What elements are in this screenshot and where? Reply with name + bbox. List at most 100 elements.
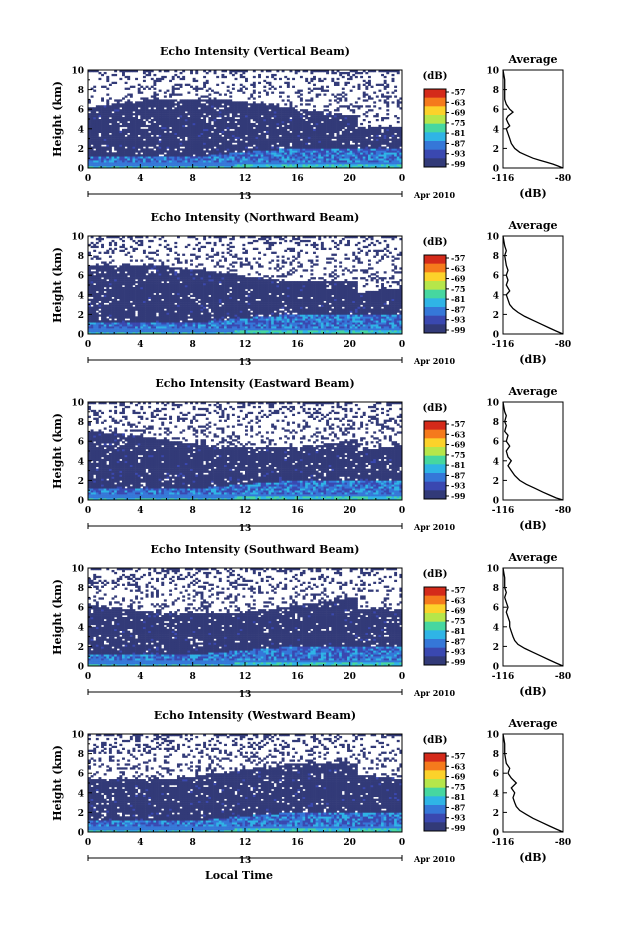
y-tick-label-4-4: 8 [78, 750, 84, 760]
colorbar-swatch-4-5 [424, 796, 446, 806]
panel-1: Echo Intensity (Northward Beam) 0 2 4 6 8 10 He… [51, 211, 571, 368]
avg-frame-0 [502, 69, 564, 169]
colorbar-tick-label-3-0: -57 [451, 585, 465, 595]
x-tick-label-2-4: 16 [291, 506, 304, 516]
avg-y-tick-label-2-1: 2 [493, 477, 499, 487]
colorbar-swatch-3-6 [424, 639, 446, 648]
colorbar-tick-label-1-7: -99 [451, 325, 466, 335]
y-tick-label-4-0: 0 [78, 829, 84, 839]
colorbar-swatch-0-8 [424, 158, 446, 168]
y-tick-label-4-5: 10 [71, 731, 84, 741]
y-tick-label-0-4: 8 [78, 86, 84, 96]
colorbar-swatch-1-4 [424, 289, 446, 299]
x-tick-label-1-4: 16 [291, 340, 304, 350]
avg-y-tick-label-3-0: 0 [493, 663, 499, 673]
colorbar-tick-label-0-6: -93 [451, 149, 466, 159]
colorbar-swatch-0-1 [424, 97, 446, 107]
y-tick-label-3-3: 6 [78, 604, 84, 614]
avg-x-label-1: (dB) [519, 353, 546, 366]
colorbar-swatch-1-2 [424, 272, 446, 282]
avg-y-tick-label-4-4: 8 [493, 750, 499, 760]
x-tick-label-4-3: 12 [239, 838, 252, 848]
y-tick-label-1-5: 10 [71, 233, 84, 243]
y-tick-label-0-5: 10 [71, 67, 84, 77]
colorbar-frame-4 [423, 752, 447, 832]
colorbar-swatch-1-3 [424, 281, 446, 290]
panel-title-2: Echo Intensity (Eastward Beam) [155, 377, 354, 390]
avg-x-tick-label-0-1: -80 [555, 174, 571, 184]
x-tick-label-2-0: 0 [85, 506, 91, 516]
x-tick-label-1-3: 12 [239, 340, 252, 350]
x-tick-label-0-6: 0 [399, 174, 405, 184]
x-tick-label-4-1: 4 [137, 838, 143, 848]
date-label-2: Apr 2010 [413, 522, 456, 532]
colorbar-swatch-2-5 [424, 464, 446, 474]
colorbar-tick-label-2-0: -57 [451, 419, 465, 429]
colorbar-frame-0 [423, 88, 447, 168]
avg-title-0: Average [507, 53, 557, 66]
colorbar-swatch-2-8 [424, 490, 446, 500]
colorbar-swatch-2-4 [424, 455, 446, 465]
colorbar-swatch-1-5 [424, 298, 446, 308]
colorbar-tick-label-1-6: -93 [451, 315, 466, 325]
avg-y-tick-label-4-2: 4 [493, 789, 499, 799]
y-tick-label-1-4: 8 [78, 252, 84, 262]
avg-y-tick-label-0-0: 0 [493, 165, 499, 175]
colorbar-swatch-3-5 [424, 630, 446, 640]
colorbar-title-3: (dB) [423, 569, 448, 580]
date-tick-label-0: 13 [239, 192, 252, 202]
colorbar-tick-label-3-2: -69 [451, 606, 466, 616]
avg-y-tick-label-1-3: 6 [493, 272, 499, 282]
avg-title-3: Average [507, 551, 557, 564]
avg-title-1: Average [507, 219, 557, 232]
colorbar-tick-label-3-7: -99 [451, 657, 466, 667]
colorbar-tick-label-4-4: -81 [451, 792, 465, 802]
colorbar-title-2: (dB) [423, 403, 448, 414]
colorbar-swatch-2-6 [424, 473, 446, 482]
panel-4: Echo Intensity (Westward Beam) 0 2 4 6 8 10 Hei… [51, 709, 571, 866]
date-tick-label-2: 13 [239, 524, 252, 534]
y-axis-label-3: Height (km) [51, 579, 64, 655]
date-label-3: Apr 2010 [413, 688, 456, 698]
y-tick-label-0-1: 2 [78, 145, 84, 155]
date-tick-label-3: 13 [239, 690, 252, 700]
x-tick-label-1-0: 0 [85, 340, 91, 350]
x-tick-label-2-6: 0 [399, 506, 405, 516]
colorbar-swatch-4-4 [424, 787, 446, 797]
avg-profile-line-1 [502, 235, 564, 335]
panel-title-1: Echo Intensity (Northward Beam) [151, 211, 360, 224]
colorbar-swatch-3-1 [424, 595, 446, 605]
avg-y-tick-label-1-1: 2 [493, 311, 499, 321]
x-tick-label-4-4: 16 [291, 838, 304, 848]
colorbar-tick-label-4-1: -63 [451, 761, 466, 771]
y-axis-label-2: Height (km) [51, 413, 64, 489]
avg-y-tick-label-3-1: 2 [493, 643, 499, 653]
x-tick-label-3-5: 20 [343, 672, 356, 682]
x-tick-label-4-5: 20 [343, 838, 356, 848]
avg-y-tick-label-2-4: 8 [493, 418, 499, 428]
x-tick-label-1-1: 4 [137, 340, 143, 350]
heatmap-0 [88, 70, 402, 168]
y-tick-label-2-5: 10 [71, 399, 84, 409]
colorbar-tick-label-3-1: -63 [451, 595, 466, 605]
colorbar-tick-label-4-0: -57 [451, 751, 465, 761]
y-axis-label-0: Height (km) [51, 81, 64, 157]
y-tick-label-2-4: 8 [78, 418, 84, 428]
colorbar-tick-label-2-3: -75 [451, 450, 465, 460]
avg-x-tick-label-1-0: -116 [492, 340, 515, 350]
x-tick-label-2-5: 20 [343, 506, 356, 516]
colorbar-tick-label-2-5: -87 [451, 470, 465, 480]
avg-y-tick-label-1-4: 8 [493, 252, 499, 262]
avg-y-tick-label-3-3: 6 [493, 604, 499, 614]
colorbar-tick-label-2-4: -81 [451, 460, 465, 470]
colorbar-swatch-2-2 [424, 438, 446, 448]
avg-x-tick-label-2-1: -80 [555, 506, 571, 516]
colorbar-tick-label-4-2: -69 [451, 772, 466, 782]
y-tick-label-1-1: 2 [78, 311, 84, 321]
panel-title-4: Echo Intensity (Westward Beam) [154, 709, 356, 722]
colorbar-tick-label-1-0: -57 [451, 253, 465, 263]
colorbar-swatch-3-0 [424, 587, 446, 596]
y-tick-label-2-1: 2 [78, 477, 84, 487]
avg-y-tick-label-3-2: 4 [493, 623, 499, 633]
